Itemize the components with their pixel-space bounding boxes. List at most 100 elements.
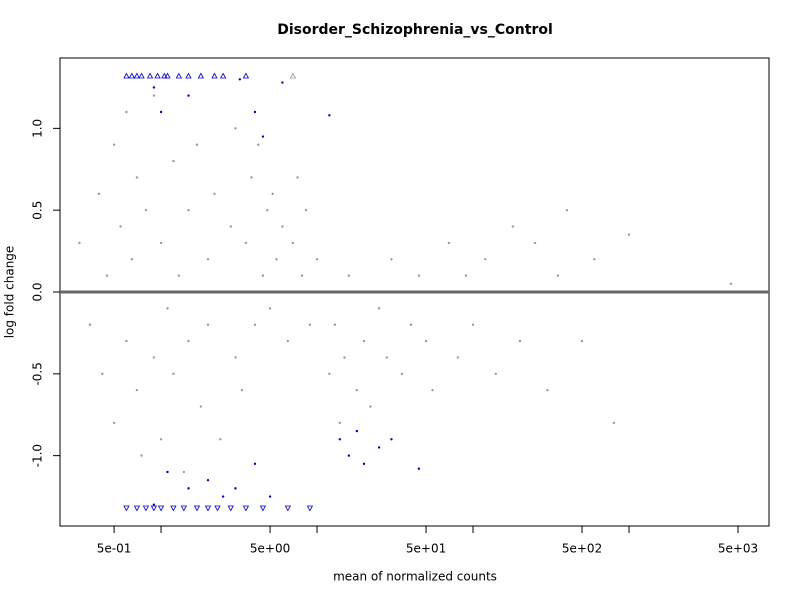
point — [304, 208, 308, 212]
point — [328, 372, 331, 376]
point — [546, 388, 549, 392]
point — [338, 421, 342, 425]
point — [253, 462, 257, 466]
point — [138, 72, 145, 79]
point — [471, 323, 475, 326]
point — [261, 135, 265, 138]
point — [219, 438, 222, 441]
x-tick-label: 5e+01 — [406, 542, 446, 556]
point — [219, 72, 227, 79]
point — [234, 487, 237, 490]
point — [333, 323, 337, 326]
y-tick-label: 0.5 — [31, 201, 45, 220]
point — [172, 372, 175, 376]
point — [177, 274, 181, 277]
point — [244, 241, 248, 245]
point — [400, 372, 404, 376]
point — [261, 274, 265, 277]
point — [234, 127, 237, 130]
point — [187, 487, 190, 490]
point — [315, 258, 319, 261]
point — [253, 110, 257, 114]
point — [135, 388, 139, 392]
point — [150, 505, 158, 512]
point — [159, 438, 163, 441]
point — [197, 72, 205, 79]
point — [291, 241, 295, 245]
point — [556, 274, 560, 277]
point — [250, 176, 253, 179]
point — [518, 339, 522, 343]
point — [206, 323, 210, 326]
point — [159, 110, 163, 114]
point — [627, 233, 631, 236]
point — [289, 72, 297, 79]
point — [424, 339, 428, 343]
y-tick-label: 1.0 — [31, 119, 45, 138]
point — [97, 192, 101, 196]
point — [187, 208, 190, 212]
point — [125, 339, 128, 343]
point — [154, 72, 161, 79]
point — [328, 114, 331, 117]
point — [133, 505, 141, 512]
point — [172, 159, 175, 163]
point — [390, 438, 393, 441]
point — [204, 505, 212, 512]
point — [275, 258, 278, 261]
point — [221, 495, 225, 498]
point — [253, 323, 257, 326]
point — [112, 143, 116, 146]
point — [494, 372, 498, 376]
point — [377, 446, 381, 449]
x-axis-label: mean of normalized counts — [333, 570, 497, 584]
point — [130, 258, 134, 261]
point — [144, 208, 148, 212]
point — [78, 241, 81, 245]
point — [300, 274, 304, 277]
point — [214, 505, 221, 512]
point — [240, 388, 244, 392]
point — [431, 388, 434, 392]
point — [152, 94, 156, 97]
point — [362, 339, 366, 343]
point — [338, 438, 342, 441]
point — [159, 241, 163, 245]
point — [88, 323, 92, 326]
point — [175, 72, 182, 79]
point — [135, 176, 139, 179]
x-tick-label: 5e+00 — [250, 542, 290, 556]
point — [266, 208, 269, 212]
point — [271, 192, 274, 196]
point — [259, 505, 267, 512]
point — [242, 72, 250, 79]
point — [343, 356, 346, 359]
point — [729, 282, 733, 286]
point — [417, 274, 421, 277]
point — [377, 307, 381, 310]
point — [140, 454, 143, 457]
point — [211, 72, 218, 79]
point — [170, 505, 177, 512]
point — [464, 274, 468, 277]
point — [484, 258, 487, 261]
point — [565, 208, 569, 212]
point — [612, 421, 616, 425]
point — [182, 470, 186, 474]
point — [306, 505, 314, 512]
point — [417, 467, 421, 470]
point — [229, 225, 232, 228]
y-tick-label: -0.5 — [31, 362, 45, 385]
point — [128, 72, 136, 79]
y-tick-label: 0.0 — [31, 282, 45, 301]
x-tick-label: 5e+02 — [562, 542, 602, 556]
point — [166, 307, 169, 310]
point — [142, 505, 150, 512]
point — [580, 339, 584, 343]
point — [355, 388, 359, 392]
point — [242, 505, 250, 512]
point — [105, 274, 109, 277]
point — [164, 72, 171, 79]
point — [112, 421, 116, 425]
point — [533, 241, 537, 245]
